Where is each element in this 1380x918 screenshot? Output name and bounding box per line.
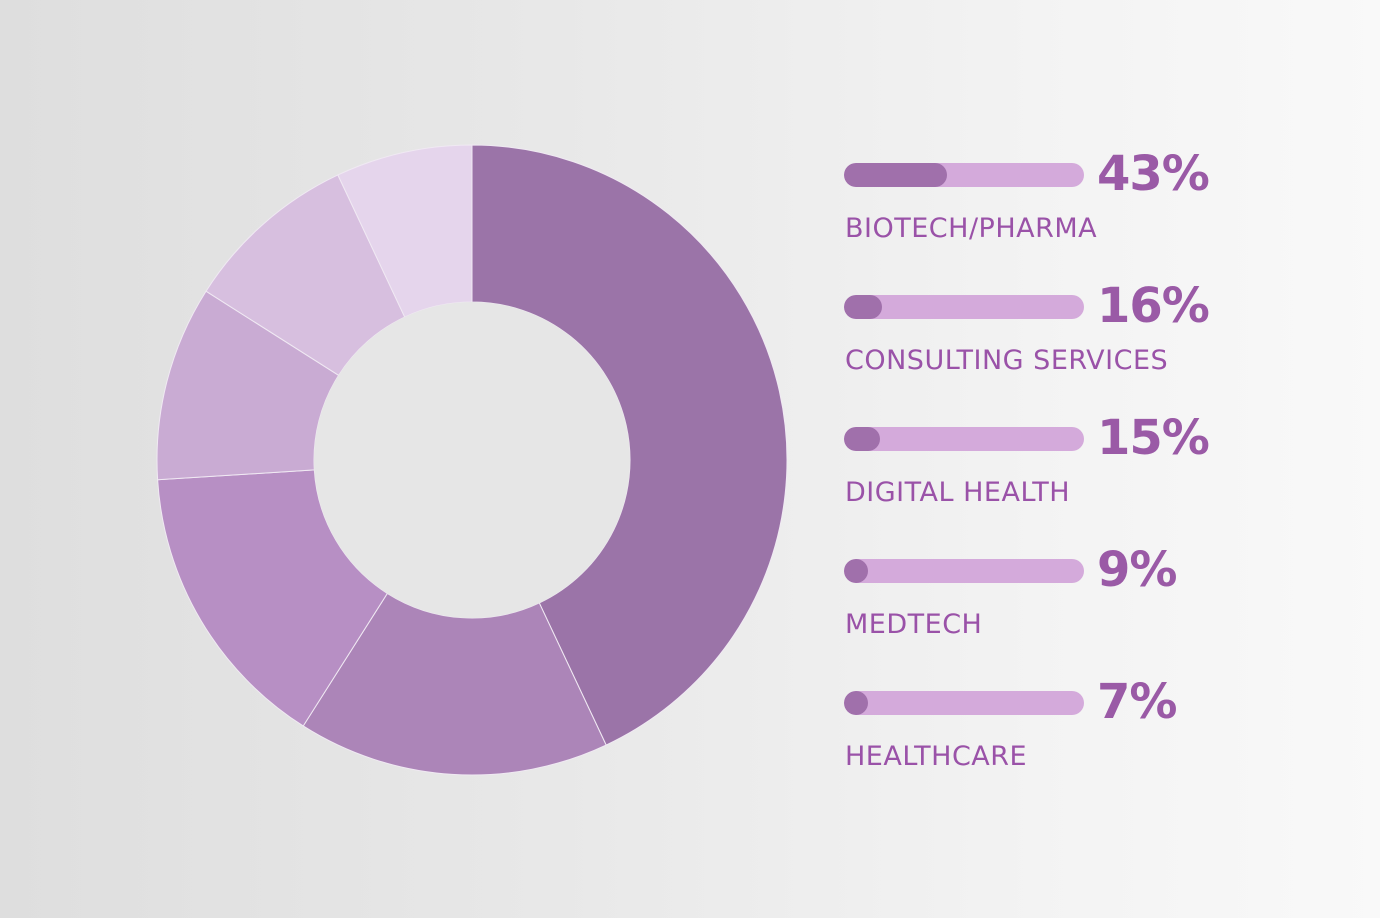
legend-item-biotech-pharma: 43% BIOTECH/PHARMA xyxy=(844,140,1364,272)
legend-item-consulting-services: 16% CONSULTING SERVICES xyxy=(844,272,1364,404)
progress-bar-track xyxy=(844,163,1084,187)
chart-legend: 43% BIOTECH/PHARMA 16% CONSULTING SERVIC… xyxy=(844,140,1364,800)
progress-bar-track xyxy=(844,295,1084,319)
progress-bar-fill xyxy=(844,163,948,187)
progress-bar-track xyxy=(844,559,1084,583)
percent-label: 7% xyxy=(1097,674,1177,730)
progress-bar-fill xyxy=(844,295,883,319)
progress-bar-fill xyxy=(844,559,868,583)
legend-item-medtech: 9% MEDTECH xyxy=(844,536,1364,668)
category-label: CONSULTING SERVICES xyxy=(845,345,1169,376)
progress-bar-fill xyxy=(844,691,868,715)
category-label: MEDTECH xyxy=(845,609,983,640)
category-label: BIOTECH/PHARMA xyxy=(845,213,1098,244)
donut-segments xyxy=(156,144,788,776)
donut-segment xyxy=(157,469,389,727)
donut-hole xyxy=(314,302,630,618)
progress-bar-track xyxy=(844,427,1084,451)
percent-label: 15% xyxy=(1097,410,1210,466)
percent-label: 43% xyxy=(1097,146,1210,202)
percent-label: 9% xyxy=(1097,542,1177,598)
percent-label: 16% xyxy=(1097,278,1210,334)
progress-bar-track xyxy=(844,691,1084,715)
category-label: HEALTHCARE xyxy=(845,741,1028,772)
legend-item-digital-health: 15% DIGITAL HEALTH xyxy=(844,404,1364,536)
legend-item-healthcare: 7% HEALTHCARE xyxy=(844,668,1364,800)
progress-bar-fill xyxy=(844,427,880,451)
category-label: DIGITAL HEALTH xyxy=(845,477,1071,508)
